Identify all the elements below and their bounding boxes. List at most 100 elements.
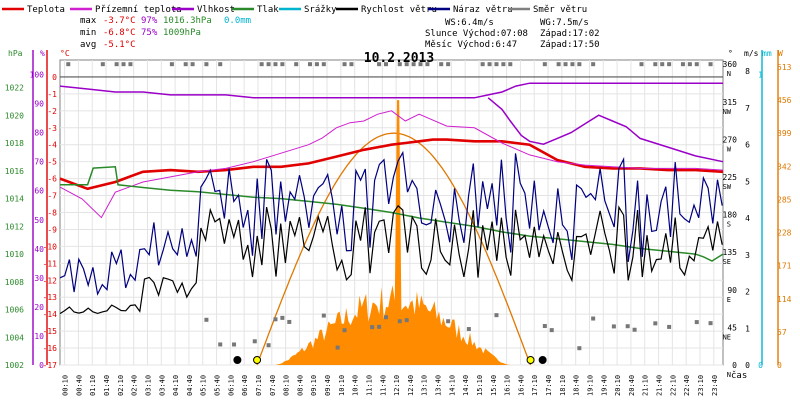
direction-mark [308,62,313,67]
direction-mark [383,62,388,67]
tick-label-time: 03:10 [144,375,152,396]
direction-mark [287,319,292,324]
tick-label-time: 18:40 [573,375,581,396]
direction-mark [549,328,554,333]
tick-label-temperature: -10 [43,242,58,251]
stats-min-press: 1009hPa [163,28,201,38]
tick-label-time: 20:40 [628,375,636,396]
direction-mark [556,62,561,67]
tick-label-time: 10:40 [352,375,360,396]
tick-label-rain: 0 [758,361,763,370]
tick-label-time: 17:10 [531,375,539,396]
tick-label-humidity: 0 [39,361,44,370]
direction-mark [190,62,195,67]
tick-label-time: 02:10 [117,375,125,396]
direction-mark [266,62,271,67]
stats-min-hum: 75% [141,28,158,38]
direction-mark [377,324,382,329]
direction-mark [694,62,699,67]
direction-mark [100,62,105,67]
series-line [487,97,724,163]
direction-mark [280,315,285,320]
legend-label: Srážky [304,5,337,15]
tick-label-solar: 228 [777,229,792,238]
tick-label-direction: 315 [723,98,738,107]
tick-label-wind: 7 [745,104,750,113]
tick-label-direction: 135 [723,248,738,257]
tick-label-solar: 399 [777,129,792,138]
tick-label-wind: 6 [745,141,750,150]
direction-mark [183,62,188,67]
tick-label-temperature: -9 [47,225,57,234]
stats-max-hum: 97% [141,16,158,26]
tick-label-direction-name: SE [723,258,731,266]
tick-label-time: 02:40 [131,375,139,396]
tick-label-temperature: -12 [43,276,58,285]
direction-mark [397,62,402,67]
direction-mark [446,319,451,324]
direction-mark [591,62,596,67]
legend-label: Tlak [257,5,279,15]
solar-series [233,100,547,366]
stats-avg-label: avg [80,40,96,50]
tick-label-direction: 360 [723,60,738,69]
tick-label-time: 12:10 [393,375,401,396]
tick-label-humidity: 20 [34,303,44,312]
tick-label-humidity: 70 [34,158,44,167]
series-line [59,138,724,191]
direction-mark [542,62,547,67]
direction-mark [487,62,492,67]
axis-unit-solar: W [778,49,783,58]
direction-mark [708,321,713,326]
tick-label-time: 22:10 [669,375,677,396]
tick-label-humidity: 90 [34,100,44,109]
wind-direction-series [66,62,713,351]
direction-mark [411,62,416,67]
tick-label-temperature: -7 [47,192,57,201]
tick-label-time: 06:40 [241,375,249,396]
tick-label-time: 10:10 [338,375,346,396]
tick-label-time: 13:10 [421,375,429,396]
tick-label-time: 05:10 [200,375,208,396]
direction-mark [508,62,513,67]
direction-mark [466,327,471,332]
tick-label-time: 04:10 [172,375,180,396]
tick-label-solar: 171 [777,262,792,271]
direction-mark [280,62,285,67]
tick-label-time: 09:10 [310,375,318,396]
stats-avg-temp: -5.1°C [103,40,136,50]
direction-mark [591,316,596,321]
tick-label-temperature: -8 [47,209,57,218]
direction-mark [687,62,692,67]
direction-mark [694,320,699,325]
tick-label-humidity: 50 [34,216,44,225]
tick-label-direction-name: NW [723,108,732,116]
direction-mark [625,324,630,329]
legend-label: Teplota [27,5,65,15]
legend: Teplota Přízemní teplota Vlhkost Tlak Srážky… [2,5,587,15]
tick-label-rain: 1 [758,71,763,80]
direction-mark [653,62,658,67]
direction-mark [439,62,444,67]
tick-label-humidity: 100 [30,71,45,80]
tick-label-temperature: -6 [47,175,57,184]
direction-mark [342,328,347,333]
tick-label-time: 16:10 [504,375,512,396]
tick-label-time: 23:40 [711,375,719,396]
tick-label-time: 05:40 [214,375,222,396]
stats-max-press: 1016.3hPa [163,16,212,26]
tick-label-time: 03:40 [158,375,166,396]
direction-mark [204,317,209,322]
tick-label-wind: 0 [745,361,750,370]
tick-label-time: 00:40 [75,375,83,396]
tick-label-temperature: -11 [43,259,58,268]
tick-label-time: 15:40 [490,375,498,396]
direction-mark [577,346,582,351]
direction-mark [273,62,278,67]
wind-gust-line [59,150,723,296]
axis-unit-wind: m/s [744,49,759,58]
info-block: WS:6.4m/s WG:7.5m/s Slunce Východ:07:08 … [425,18,600,50]
direction-mark [169,62,174,67]
tick-label-time: 04:40 [186,375,194,396]
